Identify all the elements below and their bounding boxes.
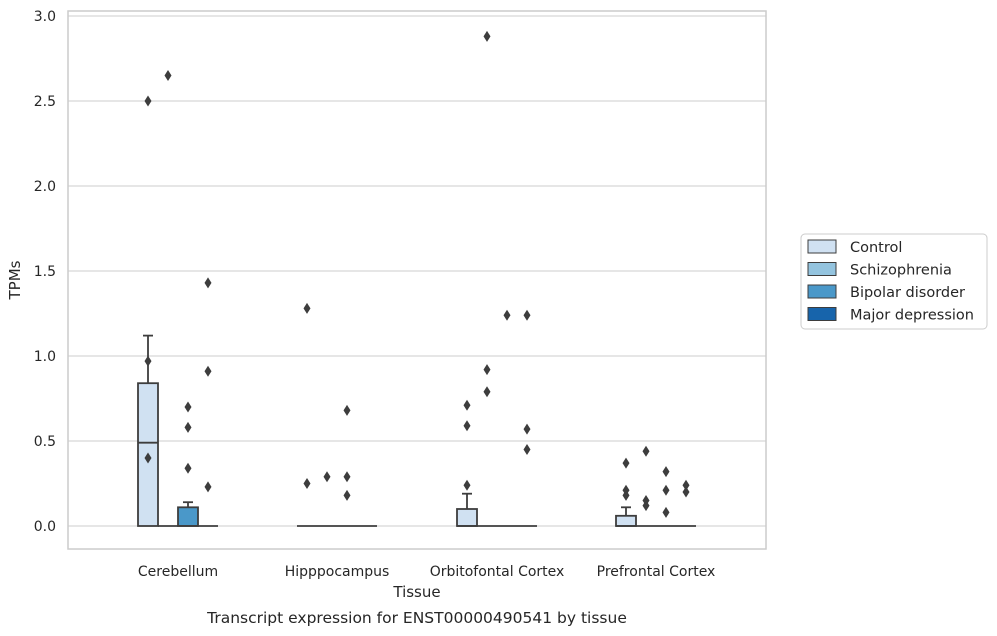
- outlier-point: [662, 484, 670, 496]
- legend-box: [800, 233, 988, 330]
- box-control: [297, 302, 317, 527]
- legend-swatch: [807, 284, 837, 299]
- x-tick-label: Hipppocampus: [285, 564, 390, 580]
- outlier-point: [303, 478, 311, 489]
- box-bipolar-disorder: [337, 404, 357, 527]
- outlier-point: [523, 423, 531, 435]
- legend-label: Schizophrenia: [850, 263, 952, 279]
- legend-label: Major depression: [850, 308, 974, 324]
- outlier-point: [523, 444, 531, 455]
- plot-frame: [67, 10, 767, 550]
- box-bipolar-disorder: [656, 466, 676, 527]
- x-tick-label: Prefrontal Cortex: [597, 564, 716, 580]
- outlier-point: [343, 471, 351, 483]
- grid-lines: [68, 15, 766, 527]
- outlier-point: [682, 486, 690, 498]
- outlier-point: [184, 401, 192, 413]
- outlier-point: [323, 471, 331, 483]
- outlier-point: [662, 506, 670, 518]
- outlier-point: [184, 462, 192, 474]
- y-axis-label: TPMs: [6, 260, 24, 300]
- chart-caption: Transcript expression for ENST0000049054…: [206, 609, 627, 627]
- outlier-point: [144, 355, 152, 367]
- y-tick-label: 3.0: [34, 9, 56, 25]
- outlier-point: [184, 421, 192, 433]
- box-major-depression: [676, 479, 696, 527]
- outlier-point: [483, 364, 491, 376]
- y-tick-label: 1.5: [34, 264, 56, 280]
- box-schizophrenia: [477, 30, 497, 527]
- box-groups: [137, 30, 696, 527]
- outlier-point: [642, 500, 650, 512]
- outlier-point: [642, 445, 650, 457]
- box-schizophrenia: [636, 445, 656, 527]
- outlier-point: [483, 386, 491, 398]
- outlier-point: [503, 309, 511, 321]
- box-schizophrenia: [158, 70, 178, 527]
- y-tick-label: 0.5: [34, 434, 56, 450]
- x-tick-label: Cerebellum: [138, 564, 218, 580]
- outlier-point: [144, 452, 152, 464]
- outlier-point: [622, 457, 630, 469]
- box: [456, 508, 478, 527]
- legend-swatch: [807, 239, 837, 254]
- outlier-point: [204, 277, 212, 289]
- box: [177, 506, 199, 527]
- outlier-point: [463, 399, 471, 411]
- legend-label: Bipolar disorder: [850, 285, 965, 301]
- outlier-point: [204, 365, 212, 377]
- outlier-point: [204, 481, 212, 493]
- y-tick-label: 2.5: [34, 94, 56, 110]
- outlier-point: [463, 479, 471, 491]
- y-axis-ticks: 0.0 0.5 1.0 1.5 2.0 2.5 3.0: [34, 9, 56, 535]
- box: [615, 514, 637, 527]
- legend-swatch: [807, 262, 837, 276]
- box-major-depression: [198, 277, 218, 527]
- y-tick-label: 1.0: [34, 349, 56, 365]
- outlier-point: [463, 420, 471, 432]
- outlier-point: [523, 309, 531, 321]
- outlier-point: [682, 479, 690, 491]
- outlier-point: [303, 302, 311, 314]
- y-tick-label: 0.0: [34, 519, 56, 535]
- box-bipolar-disorder: [497, 309, 517, 527]
- legend: Control Schizophrenia Bipolar disorder Majo…: [800, 233, 988, 330]
- plot-border: [67, 10, 767, 550]
- box-schizophrenia: [317, 471, 337, 527]
- outlier-point: [164, 70, 172, 81]
- box-control: [456, 399, 478, 527]
- outlier-point: [343, 404, 351, 416]
- outlier-point: [622, 489, 630, 501]
- box-control: [137, 95, 159, 527]
- outlier-point: [662, 466, 670, 478]
- legend-swatch: [807, 307, 837, 321]
- x-axis-label: Tissue: [392, 583, 440, 601]
- x-axis-ticks: Cerebellum Hipppocampus Orbitofontal Corte…: [138, 564, 715, 580]
- box-bipolar-disorder: [177, 401, 199, 527]
- box-major-depression: [517, 309, 537, 527]
- legend-label: Control: [850, 240, 902, 256]
- outlier-point: [144, 95, 152, 107]
- outlier-point: [483, 30, 491, 42]
- box-control: [615, 457, 637, 527]
- outlier-point: [343, 489, 351, 501]
- x-tick-label: Orbitofontal Cortex: [430, 564, 565, 580]
- y-tick-label: 2.0: [34, 179, 56, 195]
